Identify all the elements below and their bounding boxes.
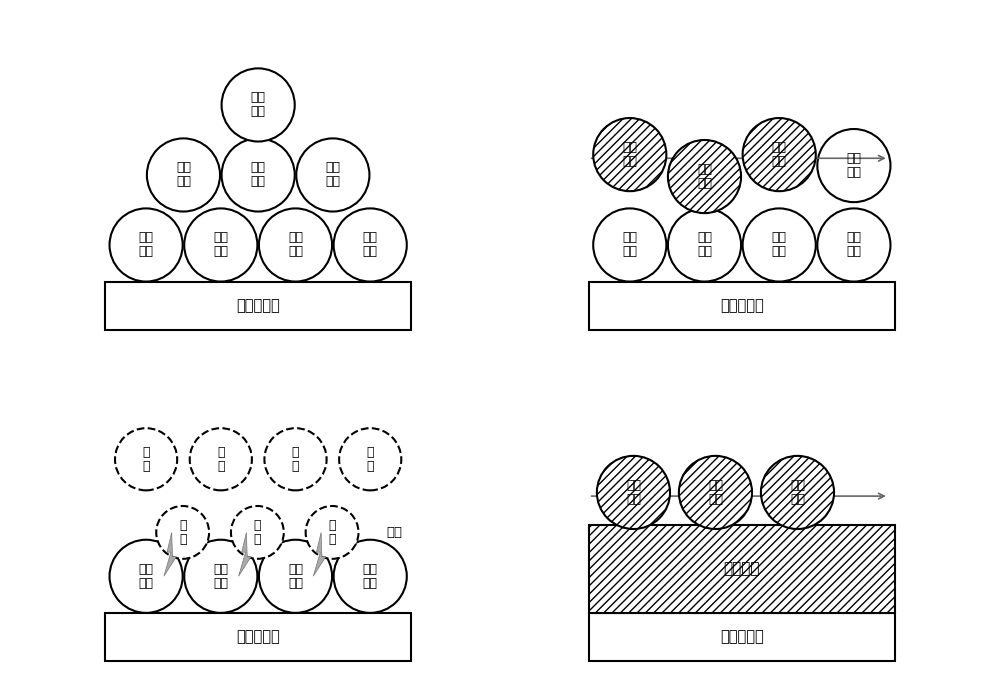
Ellipse shape (296, 138, 369, 212)
Ellipse shape (222, 68, 295, 142)
Text: 前驱
气体: 前驱 气体 (697, 232, 712, 258)
Ellipse shape (259, 540, 332, 613)
Ellipse shape (231, 506, 284, 559)
Text: 前驱
气体: 前驱 气体 (846, 232, 861, 258)
Text: 清理
气体: 清理 气体 (708, 479, 723, 506)
Text: 氧
源: 氧 源 (328, 519, 336, 546)
Text: 前驱
气体: 前驱 气体 (176, 162, 191, 188)
Ellipse shape (743, 118, 816, 191)
Ellipse shape (334, 540, 407, 613)
Ellipse shape (817, 208, 890, 282)
Ellipse shape (817, 129, 890, 202)
Text: 前驱
气体: 前驱 气体 (772, 232, 787, 258)
Text: 前驱
气体: 前驱 气体 (622, 232, 637, 258)
Text: 前驱
气体: 前驱 气体 (251, 91, 266, 119)
Ellipse shape (184, 540, 257, 613)
Ellipse shape (597, 456, 670, 529)
Bar (589, 282, 895, 330)
Text: 清理
气体: 清理 气体 (772, 141, 787, 168)
Ellipse shape (679, 456, 752, 529)
Text: 铁氧体表面: 铁氧体表面 (236, 298, 280, 313)
Text: 铁氧体表面: 铁氧体表面 (720, 298, 764, 313)
Ellipse shape (110, 540, 183, 613)
Ellipse shape (668, 208, 741, 282)
Ellipse shape (264, 428, 327, 490)
Text: 氧
源: 氧 源 (366, 446, 374, 473)
Polygon shape (313, 532, 326, 576)
Ellipse shape (115, 428, 177, 490)
Text: 氧
源: 氧 源 (254, 519, 261, 546)
Text: 前驱
气体: 前驱 气体 (288, 232, 303, 258)
Ellipse shape (339, 428, 401, 490)
Text: 清理
气体: 清理 气体 (790, 479, 805, 506)
Ellipse shape (306, 506, 359, 559)
Bar (589, 525, 895, 613)
Ellipse shape (156, 506, 209, 559)
Text: 前驱
气体: 前驱 气体 (251, 162, 266, 188)
Ellipse shape (222, 138, 295, 212)
Ellipse shape (147, 138, 220, 212)
Polygon shape (164, 532, 176, 576)
Text: 清理
气体: 清理 气体 (697, 163, 712, 190)
Text: 氧
源: 氧 源 (142, 446, 150, 473)
Text: 前驱
气体: 前驱 气体 (846, 152, 861, 179)
Text: 前驱
气体: 前驱 气体 (363, 232, 378, 258)
Polygon shape (239, 532, 251, 576)
Text: 前驱
气体: 前驱 气体 (139, 232, 154, 258)
Text: 前驱
气体: 前驱 气体 (363, 563, 378, 590)
Text: 氧
源: 氧 源 (179, 519, 186, 546)
Ellipse shape (668, 140, 741, 213)
Text: 前驱
气体: 前驱 气体 (139, 563, 154, 590)
Text: 前驱
气体: 前驱 气体 (213, 232, 228, 258)
Text: 前驱
气体: 前驱 气体 (288, 563, 303, 590)
Ellipse shape (110, 208, 183, 282)
Text: 反应: 反应 (386, 526, 402, 539)
Ellipse shape (190, 428, 252, 490)
Text: 前驱
气体: 前驱 气体 (213, 563, 228, 590)
Bar (589, 613, 895, 661)
Ellipse shape (593, 118, 666, 191)
Ellipse shape (259, 208, 332, 282)
Text: 氧
源: 氧 源 (217, 446, 225, 473)
Bar (105, 613, 411, 661)
Text: 铁氧体表面: 铁氧体表面 (720, 630, 764, 645)
Ellipse shape (743, 208, 816, 282)
Text: 铁氧体表面: 铁氧体表面 (236, 630, 280, 645)
Text: 氧
源: 氧 源 (292, 446, 299, 473)
Ellipse shape (761, 456, 834, 529)
Text: 清理
气体: 清理 气体 (622, 141, 637, 168)
Text: 包覆外壳: 包覆外壳 (724, 562, 760, 577)
Ellipse shape (184, 208, 257, 282)
Ellipse shape (334, 208, 407, 282)
Bar (105, 282, 411, 330)
Text: 前驱
气体: 前驱 气体 (325, 162, 340, 188)
Text: 清理
气体: 清理 气体 (626, 479, 641, 506)
Ellipse shape (593, 208, 666, 282)
